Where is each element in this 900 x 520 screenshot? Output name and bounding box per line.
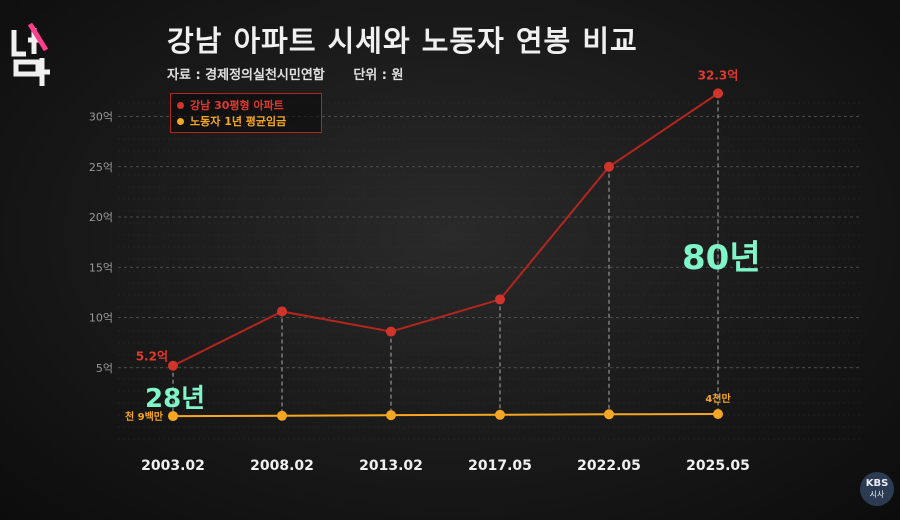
legend-item-apartment: 강남 30평형 아파트 bbox=[177, 97, 315, 113]
y-tick-label: 20억 bbox=[89, 211, 113, 224]
y-tick-label: 25억 bbox=[89, 161, 113, 174]
source-line: 자료 : 경제정의실천시민연합 단위 : 원 bbox=[167, 64, 427, 83]
data-point-wage bbox=[713, 408, 723, 419]
data-label: 5.2억 bbox=[136, 350, 168, 364]
years-2025-annotation: 80년 bbox=[682, 238, 761, 278]
data-point-apartment bbox=[277, 306, 287, 317]
data-label: 천 9백만 bbox=[125, 410, 164, 423]
legend-label-apartment: 강남 30평형 아파트 bbox=[190, 99, 284, 112]
data-point-wage bbox=[168, 411, 178, 422]
legend-item-wage: 노동자 1년 평균임금 bbox=[177, 113, 315, 129]
program-logo bbox=[11, 22, 50, 86]
data-point-apartment bbox=[386, 326, 396, 337]
data-point-apartment bbox=[168, 360, 178, 371]
data-point-wage bbox=[277, 410, 287, 421]
y-tick-label: 30억 bbox=[89, 111, 113, 124]
series-line-apartment bbox=[172, 92, 719, 367]
y-tick-label: 10억 bbox=[89, 312, 113, 325]
source-label: 자료 : 경제정의실천시민연합 bbox=[167, 68, 325, 83]
x-tick-label: 2025.05 bbox=[686, 458, 750, 474]
x-tick-label: 2017.05 bbox=[468, 458, 532, 474]
series-line-wage bbox=[172, 412, 719, 418]
x-tick-label: 2013.02 bbox=[359, 458, 423, 474]
data-point-apartment bbox=[713, 88, 723, 99]
data-point-wage bbox=[495, 409, 505, 420]
y-tick-label: 15억 bbox=[89, 261, 113, 274]
x-tick-label: 2008.02 bbox=[250, 458, 314, 474]
chart-title: 강남 아파트 시세와 노동자 연봉 비교 bbox=[167, 24, 638, 58]
years-2003-annotation: 28년 bbox=[145, 384, 206, 414]
data-point-wage bbox=[386, 410, 396, 421]
broadcaster-line1: KBS bbox=[865, 478, 889, 489]
broadcaster-line2: 시사 bbox=[869, 490, 885, 499]
x-tick-label: 2003.02 bbox=[141, 458, 205, 474]
legend-marker-apartment bbox=[177, 101, 184, 109]
data-point-apartment bbox=[495, 294, 505, 305]
broadcaster-logo: KBS 시사 bbox=[860, 472, 894, 506]
legend-label-wage: 노동자 1년 평균임금 bbox=[190, 115, 287, 128]
y-tick-label: 5억 bbox=[96, 362, 113, 375]
chart-legend: 강남 30평형 아파트 노동자 1년 평균임금 bbox=[170, 93, 322, 133]
legend-marker-wage bbox=[177, 117, 184, 125]
x-tick-label: 2022.05 bbox=[577, 458, 641, 474]
unit-label: 단위 : 원 bbox=[353, 68, 404, 83]
data-label: 32.3억 bbox=[698, 68, 739, 82]
data-point-apartment bbox=[604, 161, 614, 172]
data-label: 4천만 bbox=[705, 392, 731, 405]
data-point-wage bbox=[604, 409, 614, 420]
